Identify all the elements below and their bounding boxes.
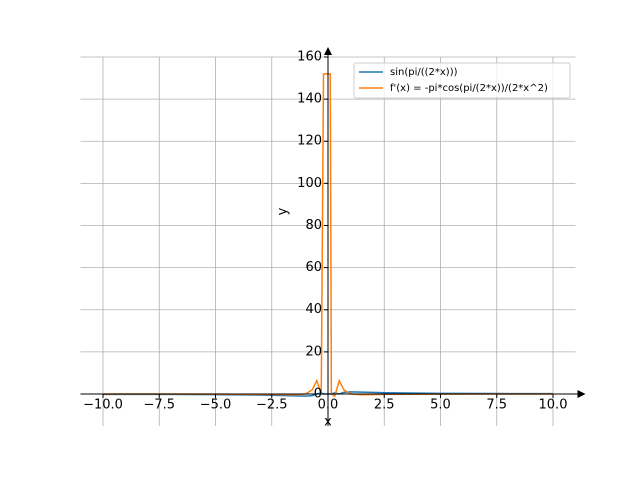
x-axis-arrow: [577, 389, 586, 398]
x-tick-label: −10.0: [83, 397, 123, 412]
x-tick-label: 7.5: [486, 397, 507, 412]
x-tick-label: 10.0: [539, 397, 568, 412]
x-tick-label: 5.0: [430, 397, 451, 412]
legend-label: f'(x) = -pi*cos(pi/(2*x))/(2*x^2): [390, 83, 548, 94]
legend: sin(pi/((2*x))) f'(x) = -pi*cos(pi/(2*x))…: [353, 62, 571, 99]
x-tick-label: −7.5: [143, 397, 175, 412]
axes: −10.0 −7.5 −5.0 −2.5 0.0 2.5 5.0 7.5 10.00204060…: [80, 47, 586, 429]
legend-box: [353, 62, 571, 99]
x-axis-label: x: [324, 414, 332, 429]
y-tick-label: 120: [297, 134, 322, 149]
y-tick-label: 60: [305, 260, 322, 275]
y-tick-label: 80: [305, 218, 322, 233]
y-axis-arrow: [324, 47, 332, 55]
legend-label: sin(pi/((2*x))): [390, 67, 458, 78]
x-tick-label: −2.5: [256, 397, 288, 412]
y-tick-label: 160: [297, 50, 322, 65]
y-axis-label: y: [276, 207, 291, 215]
y-tick-label: 140: [297, 92, 322, 107]
x-tick-label: 2.5: [374, 397, 395, 412]
y-tick-label: 40: [305, 302, 322, 317]
y-tick-label: 100: [297, 176, 322, 191]
x-tick-label: −5.0: [200, 397, 232, 412]
y-tick-label: 20: [305, 344, 322, 359]
